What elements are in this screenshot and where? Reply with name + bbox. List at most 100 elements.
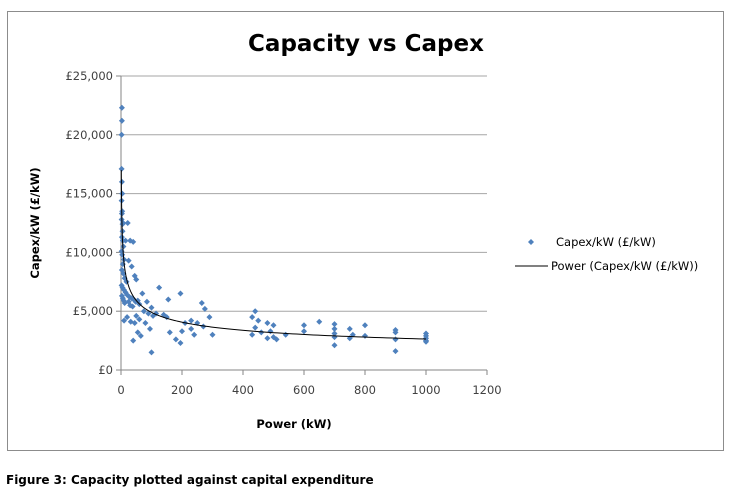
- y-tick-label: £20,000: [65, 128, 113, 142]
- x-tick-label: 600: [293, 383, 315, 397]
- data-point: [142, 319, 149, 326]
- data-point: [136, 316, 143, 323]
- chart-svg: Capacity vs Capex £0 £5,000 £10,000 £15,000…: [28, 31, 698, 431]
- data-point: [301, 328, 307, 335]
- data-point: [124, 314, 131, 321]
- data-point: [267, 328, 274, 335]
- data-point: [139, 290, 146, 297]
- data-point: [264, 335, 271, 342]
- data-point: [131, 319, 138, 326]
- x-tick-label: 400: [232, 383, 254, 397]
- x-tick-label: 1000: [411, 383, 440, 397]
- data-point: [255, 317, 262, 324]
- data-point: [165, 296, 172, 303]
- data-point: [119, 190, 126, 197]
- data-point: [331, 330, 338, 337]
- data-point: [124, 220, 131, 226]
- data-point: [201, 305, 208, 312]
- data-point: [131, 272, 138, 279]
- data-point: [273, 336, 280, 343]
- data-point: [118, 104, 125, 111]
- x-axis-ticks: 0 200 400 600 800 1000 1200: [117, 370, 502, 397]
- data-point: [301, 322, 307, 329]
- y-axis-ticks: £0 £5,000 £10,000 £15,000 £20,000 £25,000: [65, 69, 121, 377]
- figure-caption: Figure 3: Capacity plotted against capit…: [6, 473, 374, 487]
- y-tick-label: £25,000: [65, 69, 113, 83]
- data-point: [264, 319, 271, 326]
- data-point: [134, 329, 141, 336]
- data-point: [331, 342, 338, 349]
- data-point: [130, 238, 137, 245]
- data-point: [130, 337, 137, 344]
- data-point: [191, 331, 198, 338]
- data-point: [122, 237, 129, 244]
- data-point: [125, 257, 132, 264]
- data-point: [179, 328, 185, 335]
- diamond-marker-icon: [528, 239, 534, 245]
- data-point: [140, 308, 147, 315]
- data-point: [392, 336, 399, 343]
- data-point: [249, 331, 256, 338]
- legend-label-power: Power (Capex/kW (£/kW)): [551, 259, 698, 273]
- data-point: [148, 304, 155, 311]
- data-point: [188, 325, 195, 332]
- data-point: [137, 332, 144, 339]
- x-tick-label: 800: [354, 383, 376, 397]
- data-point: [331, 321, 338, 328]
- data-point: [129, 303, 136, 310]
- data-point: [270, 322, 277, 329]
- data-point: [249, 314, 256, 321]
- data-point: [258, 329, 265, 336]
- data-point: [423, 338, 429, 345]
- data-point: [282, 331, 289, 338]
- data-point: [346, 325, 353, 332]
- data-point: [156, 284, 163, 291]
- chart-title: Capacity vs Capex: [248, 31, 484, 57]
- x-axis-title: Power (kW): [256, 417, 331, 431]
- data-point: [206, 314, 213, 321]
- y-tick-label: £10,000: [65, 245, 113, 259]
- data-point: [200, 323, 207, 330]
- data-point: [362, 322, 368, 329]
- trendline-path: [120, 170, 427, 340]
- data-point: [166, 329, 173, 336]
- data-point: [331, 334, 338, 341]
- data-point: [146, 325, 153, 332]
- data-point: [172, 336, 179, 343]
- legend-item-power: Power (Capex/kW (£/kW)): [515, 259, 698, 273]
- data-point: [118, 178, 125, 185]
- y-axis-title: Capex/kW (£/kW): [28, 167, 42, 278]
- gridlines: [121, 75, 487, 312]
- data-point: [177, 339, 184, 346]
- data-point: [392, 348, 399, 355]
- data-point: [316, 318, 323, 325]
- x-tick-label: 0: [117, 383, 124, 397]
- chart-frame: Capacity vs Capex £0 £5,000 £10,000 £15,000…: [7, 11, 724, 451]
- y-tick-label: £5,000: [73, 304, 113, 318]
- data-point: [392, 329, 399, 336]
- legend-item-capex: Capex/kW (£/kW): [528, 235, 656, 249]
- data-point: [209, 331, 216, 338]
- data-point: [198, 299, 205, 306]
- data-point: [118, 131, 125, 138]
- legend: Capex/kW (£/kW) Power (Capex/kW (£/kW)): [515, 235, 698, 273]
- data-point: [362, 332, 368, 339]
- data-point: [143, 298, 150, 305]
- x-tick-label: 200: [171, 383, 193, 397]
- data-point: [133, 276, 140, 283]
- data-point: [188, 317, 195, 324]
- data-point: [148, 349, 155, 356]
- legend-label-capex: Capex/kW (£/kW): [556, 235, 656, 249]
- data-point: [127, 318, 134, 325]
- data-point: [126, 294, 133, 301]
- y-tick-label: £0: [98, 363, 113, 377]
- data-point: [118, 117, 125, 124]
- y-tick-label: £15,000: [65, 187, 113, 201]
- data-point: [124, 291, 131, 298]
- data-point: [331, 325, 338, 332]
- data-point: [252, 308, 259, 315]
- data-point: [121, 317, 128, 324]
- data-point: [177, 290, 184, 297]
- data-point: [120, 243, 127, 250]
- x-tick-label: 1200: [472, 383, 501, 397]
